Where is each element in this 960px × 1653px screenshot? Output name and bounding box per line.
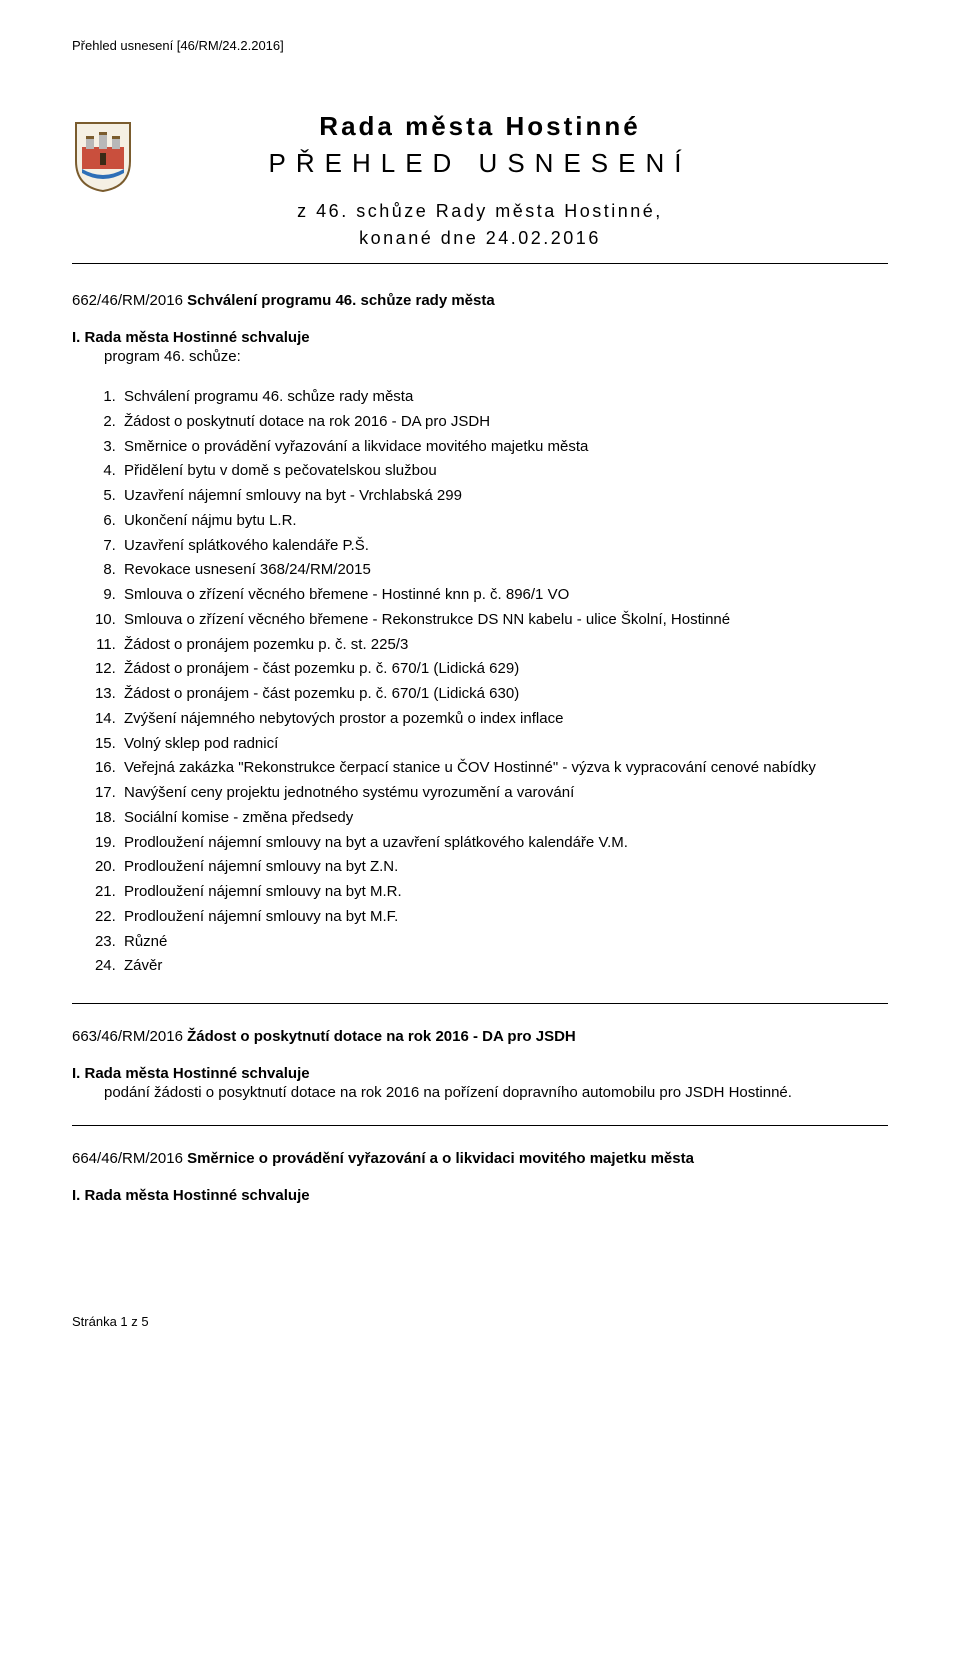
agenda-item: Různé xyxy=(120,930,888,955)
running-header: Přehled usnesení [46/RM/24.2.2016] xyxy=(72,38,888,53)
agenda-item: Uzavření nájemní smlouvy na byt - Vrchla… xyxy=(120,484,888,509)
agenda-item: Prodloužení nájemní smlouvy na byt M.R. xyxy=(120,880,888,905)
agenda-item: Veřejná zakázka "Rekonstrukce čerpací st… xyxy=(120,756,888,781)
agenda-item: Volný sklep pod radnicí xyxy=(120,732,888,757)
agenda-item: Žádost o pronájem - část pozemku p. č. 6… xyxy=(120,682,888,707)
resolution-code: 664/46/RM/2016 xyxy=(72,1150,187,1167)
divider xyxy=(72,263,888,264)
divider xyxy=(72,1125,888,1126)
agenda-item: Uzavření splátkového kalendáře P.Š. xyxy=(120,534,888,559)
resolution-title: Schválení programu 46. schůze rady města xyxy=(187,292,495,309)
resolution-code: 662/46/RM/2016 xyxy=(72,292,187,309)
approve-line: I. Rada města Hostinné schvaluje xyxy=(72,1187,888,1204)
agenda-item: Revokace usnesení 368/24/RM/2015 xyxy=(120,558,888,583)
title-block: Rada města Hostinné PŘEHLED USNESENÍ z 4… xyxy=(72,111,888,249)
page-footer: Stránka 1 z 5 xyxy=(72,1314,888,1329)
title-date: konané dne 24.02.2016 xyxy=(72,228,888,249)
agenda-item: Závěr xyxy=(120,954,888,979)
agenda-item: Prodloužení nájemní smlouvy na byt Z.N. xyxy=(120,855,888,880)
agenda-item: Žádost o pronájem pozemku p. č. st. 225/… xyxy=(120,633,888,658)
resolution-title: Směrnice o provádění vyřazování a o likv… xyxy=(187,1150,694,1167)
agenda-item: Sociální komise - změna předsedy xyxy=(120,806,888,831)
agenda-item: Směrnice o provádění vyřazování a likvid… xyxy=(120,435,888,460)
agenda-item: Navýšení ceny projektu jednotného systém… xyxy=(120,781,888,806)
resolution-body: podání žádosti o posyktnutí dotace na ro… xyxy=(104,1084,888,1101)
program-line: program 46. schůze: xyxy=(104,348,888,365)
agenda-list: Schválení programu 46. schůze rady města… xyxy=(84,385,888,979)
agenda-item: Prodloužení nájemní smlouvy na byt M.F. xyxy=(120,905,888,930)
city-crest-icon xyxy=(72,119,134,193)
agenda-item: Přidělení bytu v domě s pečovatelskou sl… xyxy=(120,459,888,484)
agenda-item: Prodloužení nájemní smlouvy na byt a uza… xyxy=(120,831,888,856)
agenda-item: Smlouva o zřízení věcného břemene - Reko… xyxy=(120,608,888,633)
agenda-item: Ukončení nájmu bytu L.R. xyxy=(120,509,888,534)
resolution-heading: 663/46/RM/2016 Žádost o poskytnutí dotac… xyxy=(72,1028,888,1045)
resolution-heading: 664/46/RM/2016 Směrnice o provádění vyřa… xyxy=(72,1150,888,1167)
divider xyxy=(72,1003,888,1004)
agenda-item: Schválení programu 46. schůze rady města xyxy=(120,385,888,410)
title-main: Rada města Hostinné xyxy=(72,111,888,142)
resolution-code: 663/46/RM/2016 xyxy=(72,1028,187,1045)
agenda-item: Žádost o pronájem - část pozemku p. č. 6… xyxy=(120,657,888,682)
resolution-heading: 662/46/RM/2016 Schválení programu 46. sc… xyxy=(72,292,888,309)
resolution-title: Žádost o poskytnutí dotace na rok 2016 -… xyxy=(187,1028,576,1045)
approve-line: I. Rada města Hostinné schvaluje xyxy=(72,1065,888,1082)
agenda-item: Žádost o poskytnutí dotace na rok 2016 -… xyxy=(120,410,888,435)
agenda-item: Zvýšení nájemného nebytových prostor a p… xyxy=(120,707,888,732)
agenda-item: Smlouva o zřízení věcného břemene - Host… xyxy=(120,583,888,608)
title-meeting: z 46. schůze Rady města Hostinné, xyxy=(72,201,888,222)
title-sub: PŘEHLED USNESENÍ xyxy=(72,148,888,179)
approve-line: I. Rada města Hostinné schvaluje xyxy=(72,329,888,346)
